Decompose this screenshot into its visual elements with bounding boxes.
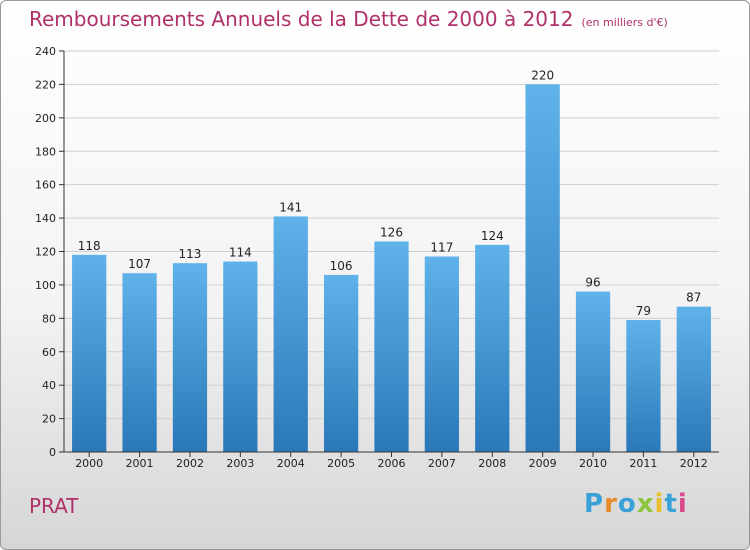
y-tick-label: 140 (35, 212, 56, 225)
commune-name: PRAT (29, 494, 79, 518)
bar-2004 (273, 216, 308, 452)
y-tick-label: 120 (35, 246, 56, 259)
y-tick-label: 20 (42, 413, 56, 426)
brand-letter: P (584, 489, 605, 519)
bar-2003 (223, 261, 258, 452)
x-tick-label: 2003 (226, 457, 254, 470)
x-tick-label: 2001 (126, 457, 154, 470)
x-tick-label: 2000 (75, 457, 103, 470)
bar-2011 (626, 320, 661, 452)
y-tick-label: 100 (35, 279, 56, 292)
data-label: 106 (330, 259, 353, 273)
y-tick-label: 60 (42, 346, 56, 359)
x-tick-label: 2010 (579, 457, 607, 470)
bar-2000 (72, 254, 107, 452)
x-tick-label: 2008 (478, 457, 506, 470)
data-label: 113 (179, 247, 202, 261)
x-tick-label: 2011 (629, 457, 657, 470)
chart-title-text: Remboursements Annuels de la Dette de 20… (29, 7, 574, 31)
bar-2006 (374, 241, 409, 452)
y-tick-label: 220 (35, 78, 56, 91)
x-tick-label: 2005 (327, 457, 355, 470)
bar-2012 (676, 306, 711, 452)
bar-2009 (525, 84, 560, 453)
data-label: 124 (481, 229, 504, 243)
y-tick-label: 240 (35, 45, 56, 58)
data-label: 220 (531, 68, 554, 82)
data-label: 126 (380, 225, 403, 239)
brand-letter: o (617, 489, 637, 519)
data-label: 141 (279, 200, 302, 214)
data-label: 117 (430, 241, 453, 255)
data-label: 87 (686, 291, 701, 305)
data-label: 107 (128, 257, 151, 271)
x-tick-label: 2006 (378, 457, 406, 470)
brand-letter: i (654, 489, 665, 519)
bars: 118 107 113 114 141 106 126 117 124 220 96 79 87 (72, 68, 711, 453)
y-tick-label: 200 (35, 112, 56, 125)
y-tick-label: 40 (42, 379, 56, 392)
bar-2008 (475, 244, 510, 452)
bar-2010 (575, 291, 611, 452)
bar-2002 (172, 263, 208, 452)
brand-letter: i (677, 489, 688, 519)
x-tick-label: 2007 (428, 457, 456, 470)
x-tick-label: 2002 (176, 457, 204, 470)
data-label: 114 (229, 246, 252, 260)
x-tick-label: 2004 (277, 457, 305, 470)
data-label: 118 (78, 239, 101, 253)
x-tick-label: 2012 (680, 457, 708, 470)
y-tick-label: 0 (49, 446, 56, 459)
bar-2007 (424, 256, 460, 452)
y-tick-label: 80 (42, 312, 56, 325)
data-label: 96 (585, 276, 600, 290)
y-tick-label: 180 (35, 145, 56, 158)
brand-letter: t (664, 489, 678, 519)
x-tick-label: 2009 (529, 457, 557, 470)
y-tick-label: 160 (35, 179, 56, 192)
data-label: 79 (636, 304, 651, 318)
brand-letter: r (604, 489, 618, 519)
brand-logo: Proxiti (584, 489, 688, 519)
unit-note: (en milliers d'€) (581, 16, 668, 29)
axes: 0 20 40 60 80 100 120 140 160 180 200 220 240 2000 200… (35, 45, 719, 470)
bar-2005 (323, 274, 359, 452)
chart-title: Remboursements Annuels de la Dette de 20… (29, 7, 668, 31)
bar-2001 (122, 273, 157, 452)
brand-letter: x (636, 489, 655, 519)
